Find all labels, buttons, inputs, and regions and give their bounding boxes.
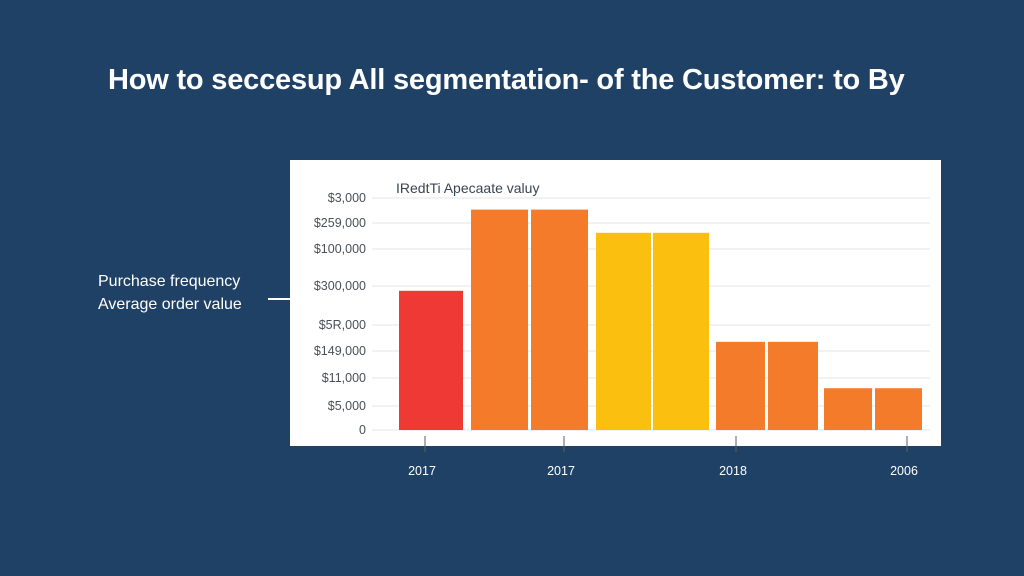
page-title: How to seccesup All segmentation- of the… — [108, 64, 905, 96]
bars — [399, 209, 922, 430]
y-axis-ticks: $3,000 $259,000 $100,000 $300,000 $5R,000 $14… — [314, 191, 366, 437]
bar — [596, 232, 651, 430]
y-tick-label: $5R,000 — [319, 318, 366, 332]
x-tick-label: 2006 — [890, 464, 918, 478]
x-tick-label: 2017 — [547, 464, 575, 478]
bar — [716, 341, 765, 430]
y-tick-label: $11,000 — [322, 371, 366, 385]
x-axis-ticks: 2017 2017 2018 2006 — [408, 436, 918, 478]
bar — [875, 388, 922, 430]
bar — [531, 209, 588, 430]
y-tick-label: $100,000 — [314, 242, 366, 256]
y-tick-label: $149,000 — [314, 344, 366, 358]
x-tick-label: 2018 — [719, 464, 747, 478]
y-tick-label: $3,000 — [328, 191, 366, 205]
y-tick-label: $5,000 — [328, 399, 366, 413]
bar — [653, 232, 709, 430]
side-connector-line — [268, 298, 290, 300]
bar — [471, 209, 528, 430]
y-tick-label: $300,000 — [314, 279, 366, 293]
chart-title: IRedtTi Apecaate valuy — [396, 180, 539, 196]
x-tick-label: 2017 — [408, 464, 436, 478]
bar — [824, 388, 872, 430]
average-order-value-label: Average order value — [98, 296, 242, 313]
bar — [399, 290, 463, 430]
purchase-frequency-label: Purchase frequency — [98, 273, 241, 290]
y-tick-label: $259,000 — [314, 216, 366, 230]
bar — [768, 341, 818, 430]
y-tick-label: 0 — [359, 423, 366, 437]
side-labels: Purchase frequency Average order value — [98, 270, 242, 316]
